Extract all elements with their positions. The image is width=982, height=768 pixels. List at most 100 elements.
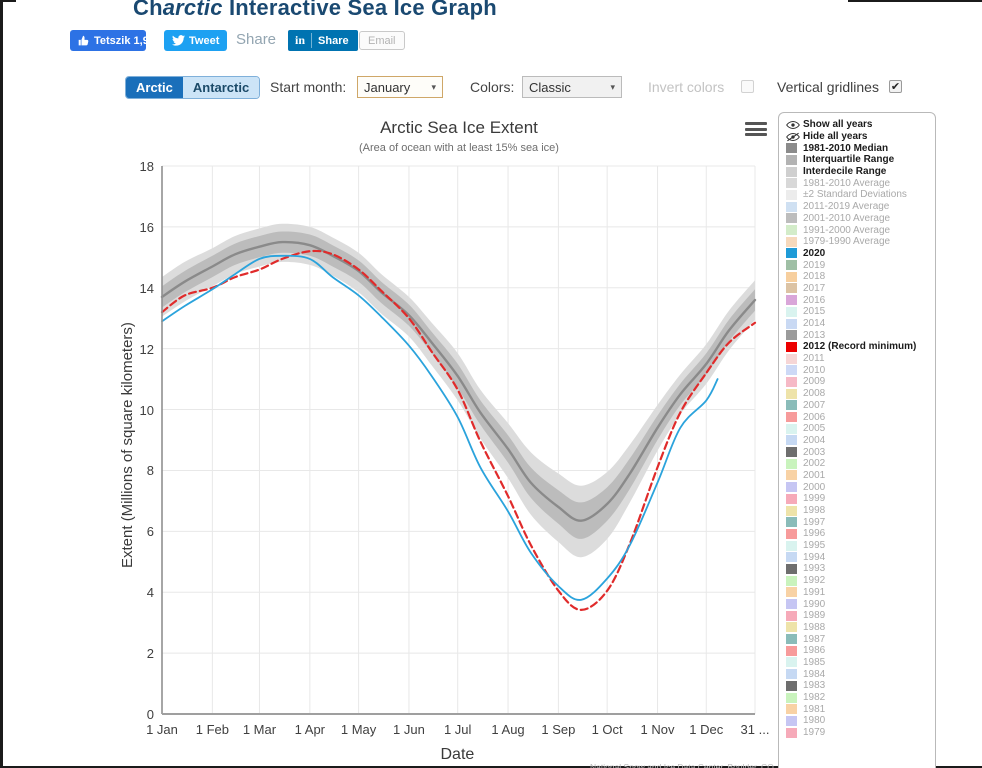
band-interquartile-range xyxy=(162,231,755,539)
legend-item-2001-2010[interactable]: 2001-2010 Average xyxy=(786,213,929,225)
legend-item-1979[interactable]: 1979 xyxy=(786,727,929,739)
facebook-like-button[interactable]: Tetszik 1,9 xyxy=(70,30,146,51)
series-line-2012-record-minimum- xyxy=(160,249,757,611)
legend-item-1991-2000[interactable]: 1991-2000 Average xyxy=(786,224,929,236)
legend-item-1998[interactable]: 1998 xyxy=(786,505,929,517)
legend-swatch xyxy=(786,318,797,329)
legend-item-2018[interactable]: 2018 xyxy=(786,271,929,283)
legend-item-1986[interactable]: 1986 xyxy=(786,645,929,657)
legend-item-interquartile[interactable]: Interquartile Range xyxy=(786,154,929,166)
legend-item-interdecile[interactable]: Interdecile Range xyxy=(786,166,929,178)
legend-swatch xyxy=(786,575,797,586)
legend-swatch xyxy=(786,201,797,212)
x-tick-label: 1 May xyxy=(340,722,377,737)
chevron-down-icon: ▾ xyxy=(610,81,615,92)
legend-swatch xyxy=(786,458,797,469)
email-button[interactable]: Email xyxy=(359,31,405,50)
window-edge-left xyxy=(0,0,3,768)
legend-item-1997[interactable]: 1997 xyxy=(786,516,929,528)
legend-swatch xyxy=(786,634,797,645)
legend-item-2016[interactable]: 2016 xyxy=(786,294,929,306)
x-tick-label: 1 Nov xyxy=(640,722,675,737)
x-tick-label: 1 Mar xyxy=(242,722,277,737)
legend-item-1979-1990[interactable]: 1979-1990 Average xyxy=(786,236,929,248)
legend-item-2011[interactable]: 2011 xyxy=(786,353,929,365)
chart-menu-button[interactable] xyxy=(745,120,767,138)
legend-item-1989[interactable]: 1989 xyxy=(786,610,929,622)
legend-item-1993[interactable]: 1993 xyxy=(786,563,929,575)
legend-item-2010[interactable]: 2010 xyxy=(786,364,929,376)
legend-item-2000[interactable]: 2000 xyxy=(786,481,929,493)
legend-item-2003[interactable]: 2003 xyxy=(786,446,929,458)
x-tick-label: 1 Oct xyxy=(591,722,623,737)
invert-colors-checkbox[interactable] xyxy=(741,80,754,93)
legend-swatch xyxy=(786,271,797,282)
eye-icon xyxy=(786,120,800,129)
legend-swatch xyxy=(786,248,797,259)
legend-item-2006[interactable]: 2006 xyxy=(786,411,929,423)
tab-arctic[interactable]: Arctic xyxy=(126,77,183,98)
legend-swatch xyxy=(786,435,797,446)
y-tick-label: 4 xyxy=(146,585,154,601)
legend-item-±2[interactable]: ±2 Standard Deviations xyxy=(786,189,929,201)
sea-ice-chart: Arctic Sea Ice Extent (Area of ocean wit… xyxy=(105,108,795,768)
chart-title: Arctic Sea Ice Extent xyxy=(380,118,538,137)
linkedin-share-button[interactable]: in Share xyxy=(288,30,358,51)
legend-item-2009[interactable]: 2009 xyxy=(786,376,929,388)
chart-controls: Arctic Antarctic Start month: January ▾ … xyxy=(0,76,982,102)
tweet-button[interactable]: Tweet xyxy=(164,30,228,51)
legend-item-2019[interactable]: 2019 xyxy=(786,259,929,271)
colors-select[interactable]: Classic ▾ xyxy=(522,76,622,98)
legend-item-1980[interactable]: 1980 xyxy=(786,715,929,727)
legend-item-1988[interactable]: 1988 xyxy=(786,622,929,634)
start-month-select[interactable]: January ▾ xyxy=(357,76,443,98)
y-axis-title: Extent (Millions of square kilometers) xyxy=(119,322,136,568)
legend-item-1992[interactable]: 1992 xyxy=(786,575,929,587)
legend-item-1981-2010[interactable]: 1981-2010 Median xyxy=(786,142,929,154)
legend-item-2011-2019[interactable]: 2011-2019 Average xyxy=(786,201,929,213)
legend-show-all-years[interactable]: Show all years xyxy=(786,119,929,131)
share-link[interactable]: Share xyxy=(236,31,277,48)
legend-item-1983[interactable]: 1983 xyxy=(786,680,929,692)
legend-item-2013[interactable]: 2013 xyxy=(786,329,929,341)
legend-item-1987[interactable]: 1987 xyxy=(786,633,929,645)
legend-swatch xyxy=(786,341,797,352)
legend-item-2001[interactable]: 2001 xyxy=(786,470,929,482)
legend-item-2015[interactable]: 2015 xyxy=(786,306,929,318)
legend-item-2005[interactable]: 2005 xyxy=(786,423,929,435)
legend-item-2002[interactable]: 2002 xyxy=(786,458,929,470)
legend-item-1985[interactable]: 1985 xyxy=(786,657,929,669)
series-line-1981-2010-median xyxy=(160,240,757,522)
legend-hide-all-years[interactable]: Hide all years xyxy=(786,131,929,143)
legend-item-2014[interactable]: 2014 xyxy=(786,318,929,330)
legend-item-1994[interactable]: 1994 xyxy=(786,551,929,563)
legend-item-2012[interactable]: 2012 (Record minimum) xyxy=(786,341,929,353)
y-tick-label: 10 xyxy=(139,402,154,418)
legend-item-2020[interactable]: 2020 xyxy=(786,248,929,260)
legend-item-1981-2010[interactable]: 1981-2010 Average xyxy=(786,177,929,189)
x-axis-title: Date xyxy=(440,746,475,763)
legend-item-1982[interactable]: 1982 xyxy=(786,692,929,704)
legend-swatch xyxy=(786,704,797,715)
legend-swatch xyxy=(786,213,797,224)
legend-swatch xyxy=(786,306,797,317)
legend-item-2017[interactable]: 2017 xyxy=(786,283,929,295)
legend-item-2004[interactable]: 2004 xyxy=(786,435,929,447)
x-tick-label: 1 Aug xyxy=(491,722,525,737)
legend-item-1991[interactable]: 1991 xyxy=(786,587,929,599)
y-tick-label: 16 xyxy=(139,219,154,235)
tab-antarctic[interactable]: Antarctic xyxy=(182,77,260,98)
vertical-gridlines-checkbox[interactable]: ✔ xyxy=(889,80,902,93)
window-edge-top-right xyxy=(848,0,982,2)
legend-item-1990[interactable]: 1990 xyxy=(786,598,929,610)
legend-item-2007[interactable]: 2007 xyxy=(786,400,929,412)
legend-item-1981[interactable]: 1981 xyxy=(786,703,929,715)
y-tick-label: 6 xyxy=(146,524,154,540)
legend-swatch xyxy=(786,189,797,200)
legend-item-1984[interactable]: 1984 xyxy=(786,668,929,680)
legend-item-1995[interactable]: 1995 xyxy=(786,540,929,552)
legend-item-1999[interactable]: 1999 xyxy=(786,493,929,505)
legend-item-2008[interactable]: 2008 xyxy=(786,388,929,400)
legend-item-1996[interactable]: 1996 xyxy=(786,528,929,540)
chart-credit: National Snow and Ice Data Center, Bould… xyxy=(590,762,774,768)
